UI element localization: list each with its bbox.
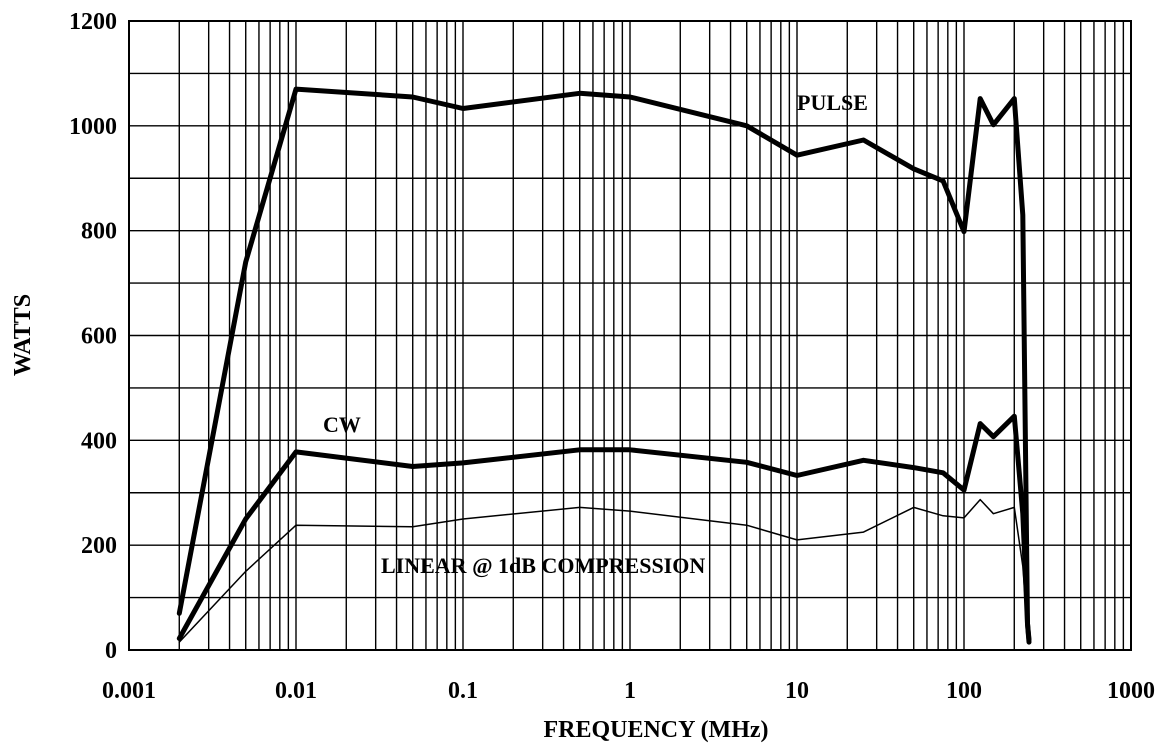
x-tick-label: 0.001 <box>102 678 156 704</box>
tick-labels: 0.001 0.01 0.1 1 10 100 1000 0 200 400 600 800 1000 1… <box>69 9 1155 704</box>
y-tick-label: 1200 <box>69 9 117 35</box>
pulse-series-label: PULSE <box>797 90 868 115</box>
y-tick-label: 200 <box>81 533 117 559</box>
series-group <box>176 86 1032 645</box>
x-tick-label: 100 <box>946 678 982 704</box>
x-tick-label: 1000 <box>1107 678 1155 704</box>
y-axis-title: WATTS <box>10 294 36 376</box>
linear-series-label: LINEAR @ 1dB COMPRESSION <box>381 553 705 578</box>
x-tick-label: 10 <box>785 678 809 704</box>
y-tick-label: 0 <box>105 638 117 664</box>
plot-frame <box>128 20 1132 651</box>
linear-series-line <box>178 498 1029 643</box>
cw-series-label: CW <box>323 412 361 437</box>
x-tick-label: 1 <box>624 678 636 704</box>
x-tick-label: 0.1 <box>448 678 478 704</box>
y-tick-label: 400 <box>81 428 117 454</box>
y-tick-label: 800 <box>81 219 117 245</box>
y-tick-label: 600 <box>81 324 117 350</box>
x-tick-label: 0.01 <box>275 678 317 704</box>
cw-series-line <box>176 413 1032 642</box>
chart-grid <box>128 20 1131 651</box>
y-tick-label: 1000 <box>69 114 117 140</box>
pulse-series-line <box>176 86 1032 645</box>
x-axis-title: FREQUENCY (MHz) <box>543 717 768 743</box>
